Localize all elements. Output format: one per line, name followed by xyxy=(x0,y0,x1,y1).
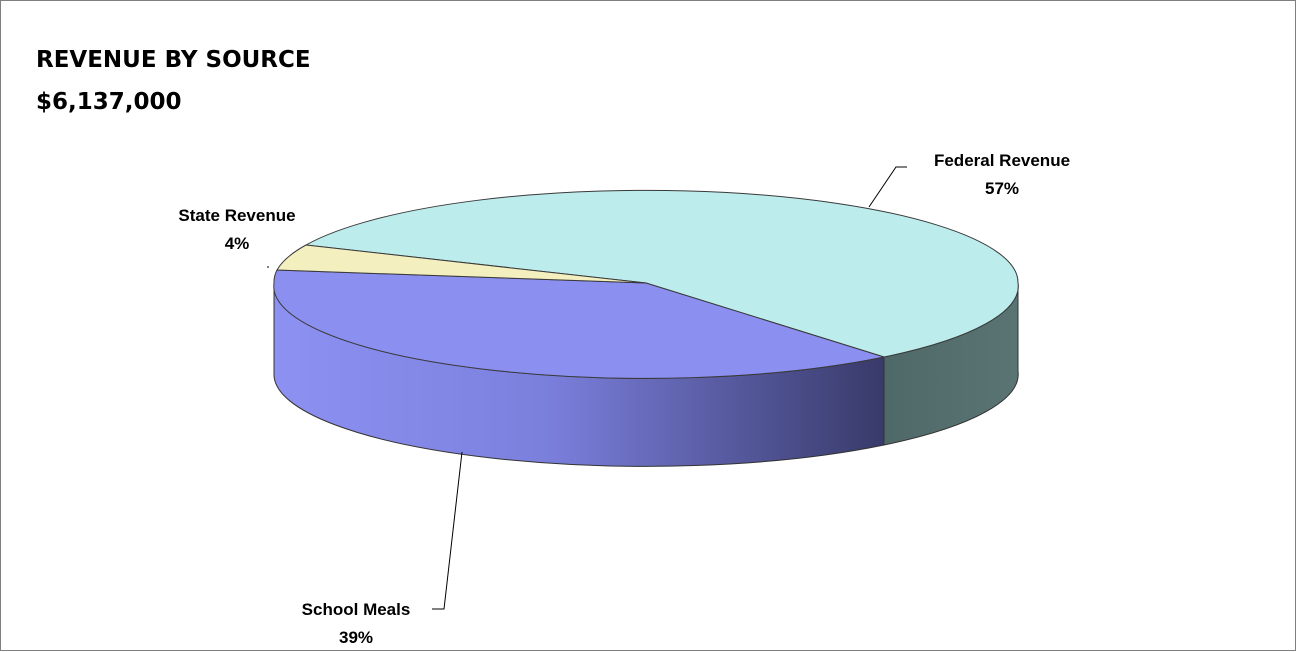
slice-school-meals[interactable] xyxy=(273,269,885,379)
slice-federal-revenue[interactable] xyxy=(304,189,1019,358)
label-school-meals-percent: 39% xyxy=(339,628,373,647)
label-federal-revenue-percent: 57% xyxy=(985,179,1019,198)
label-state-revenue-name: State Revenue xyxy=(178,206,295,225)
label-state-revenue-percent: 4% xyxy=(225,234,250,253)
leader-line-school-meals xyxy=(432,451,463,610)
label-federal-revenue-name: Federal Revenue xyxy=(934,151,1070,170)
chart-subtitle: $6,137,000 xyxy=(36,89,182,115)
leader-line-federal-revenue xyxy=(868,166,907,208)
chart-title: REVENUE BY SOURCE xyxy=(36,47,311,73)
slice-state-revenue[interactable] xyxy=(276,244,647,284)
label-school-meals-name: School Meals xyxy=(302,600,411,619)
